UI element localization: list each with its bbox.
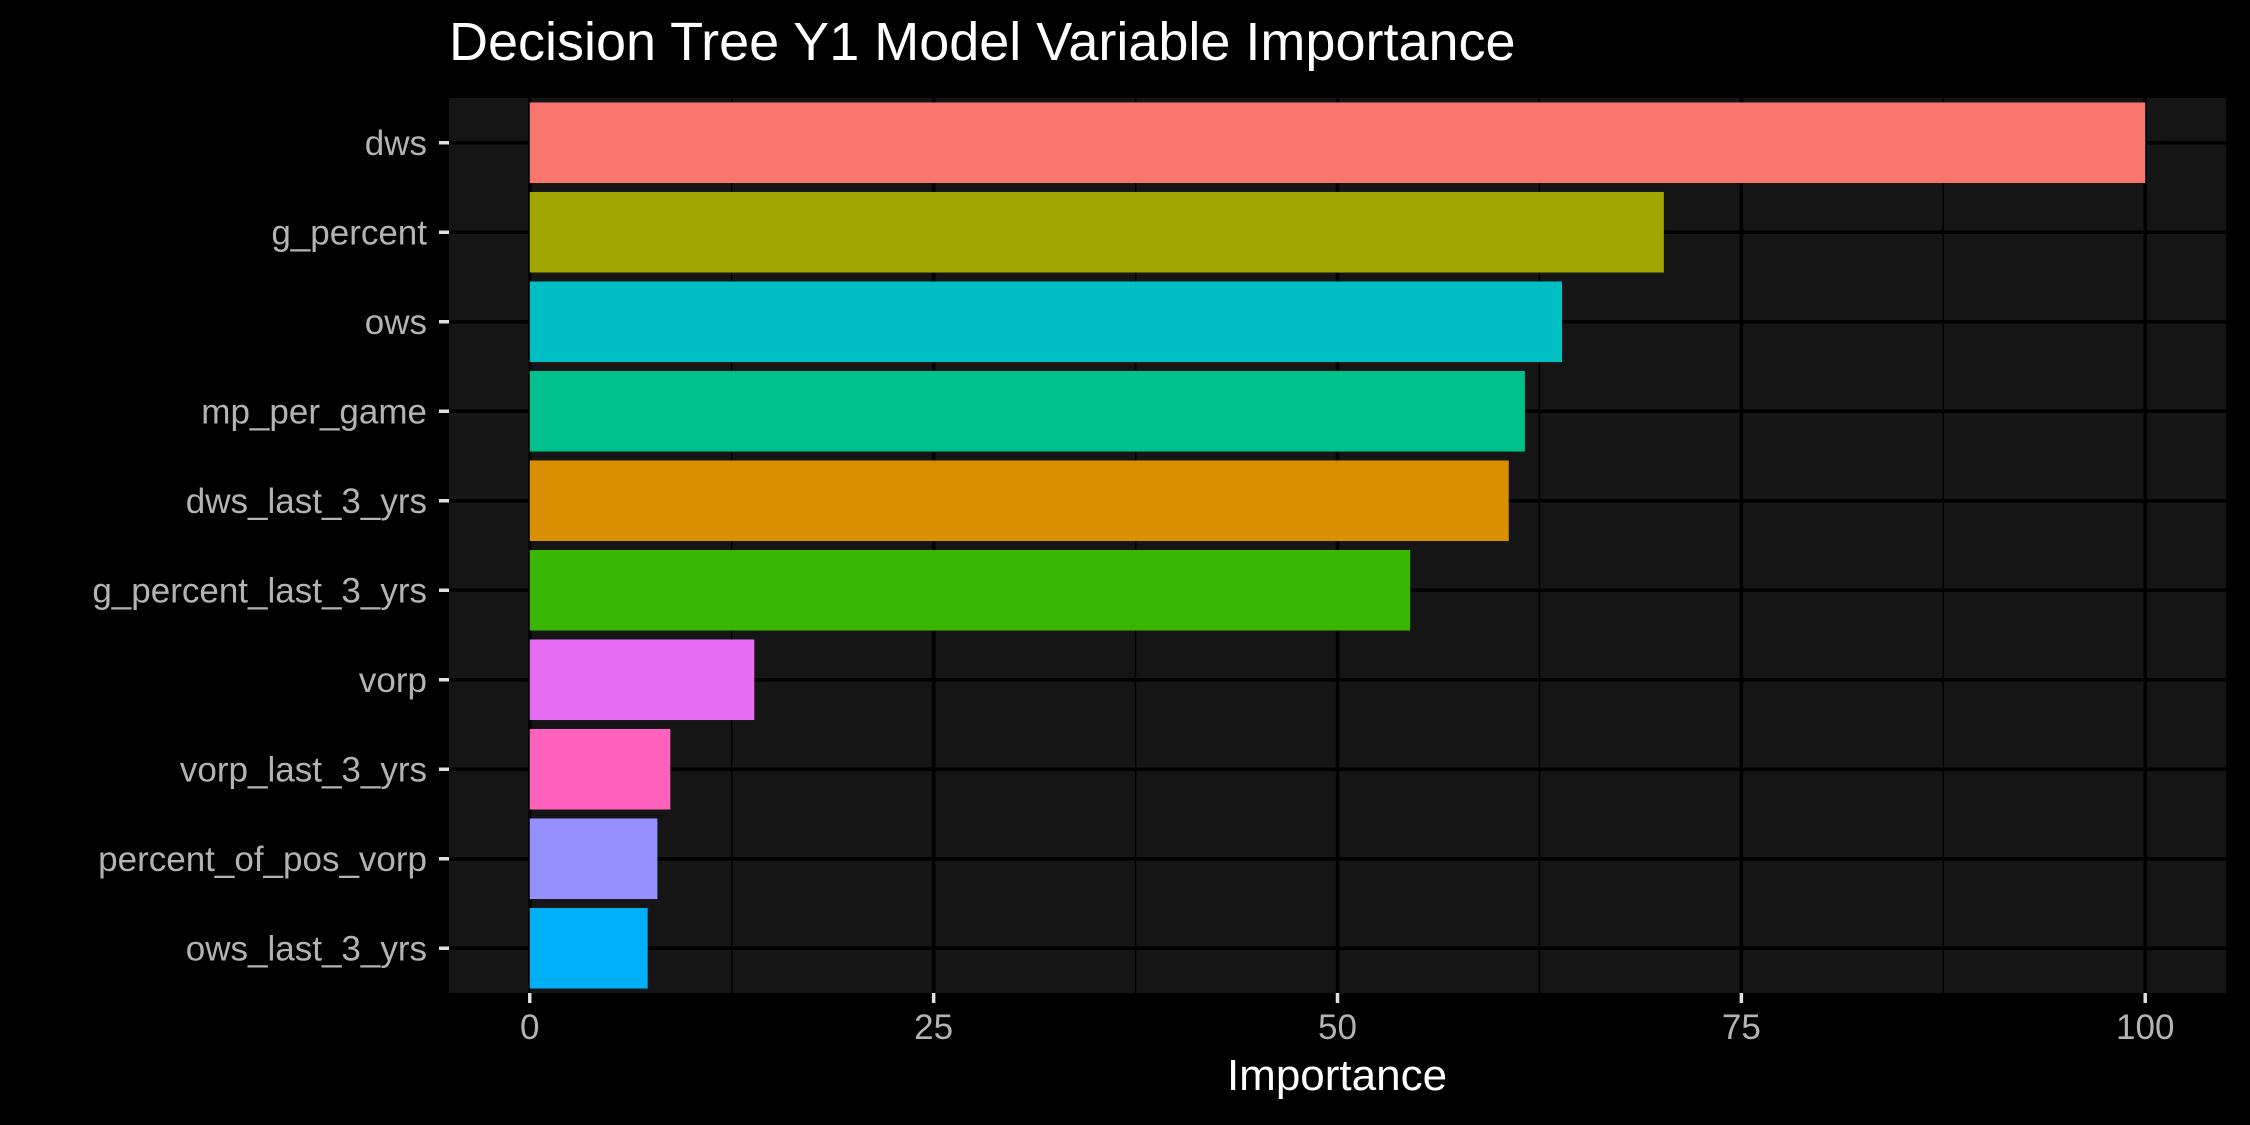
bars [529, 102, 2146, 989]
x-tick-label: 25 [914, 1008, 953, 1047]
y-tick-label: ows_last_3_yrs [186, 929, 427, 968]
y-tick-label: g_percent_last_3_yrs [92, 571, 427, 610]
x-tick-label: 75 [1722, 1008, 1761, 1047]
x-axis: 0 25 50 75 100 [520, 993, 2174, 1047]
y-tick-label: mp_per_game [201, 392, 427, 431]
y-tick-label: ows [365, 303, 427, 342]
y-tick-label: dws [365, 124, 427, 163]
bar-vorp [529, 639, 755, 721]
x-tick-label: 100 [2116, 1008, 2174, 1047]
bar-dws [529, 102, 2146, 184]
x-tick-label: 50 [1318, 1008, 1357, 1047]
bar-ows [529, 281, 1563, 363]
bar-percent-of-pos-vorp [529, 818, 658, 900]
chart-title: Decision Tree Y1 Model Variable Importan… [449, 12, 1516, 72]
bar-ows-last-3-yrs [529, 907, 648, 989]
y-tick-label: vorp_last_3_yrs [180, 750, 427, 789]
bar-vorp-last-3-yrs [529, 728, 671, 810]
x-axis-title: Importance [1227, 1051, 1447, 1100]
y-tick-label: vorp [359, 661, 427, 700]
y-tick-label: dws_last_3_yrs [186, 482, 427, 521]
y-tick-label: percent_of_pos_vorp [98, 840, 427, 879]
y-tick-label: g_percent [271, 213, 427, 252]
bar-mp-per-game [529, 370, 1525, 452]
bar-g-percent [529, 191, 1664, 273]
bar-g-percent-last-3-yrs [529, 549, 1411, 631]
x-tick-label: 0 [520, 1008, 539, 1047]
bar-dws-last-3-yrs [529, 460, 1509, 542]
